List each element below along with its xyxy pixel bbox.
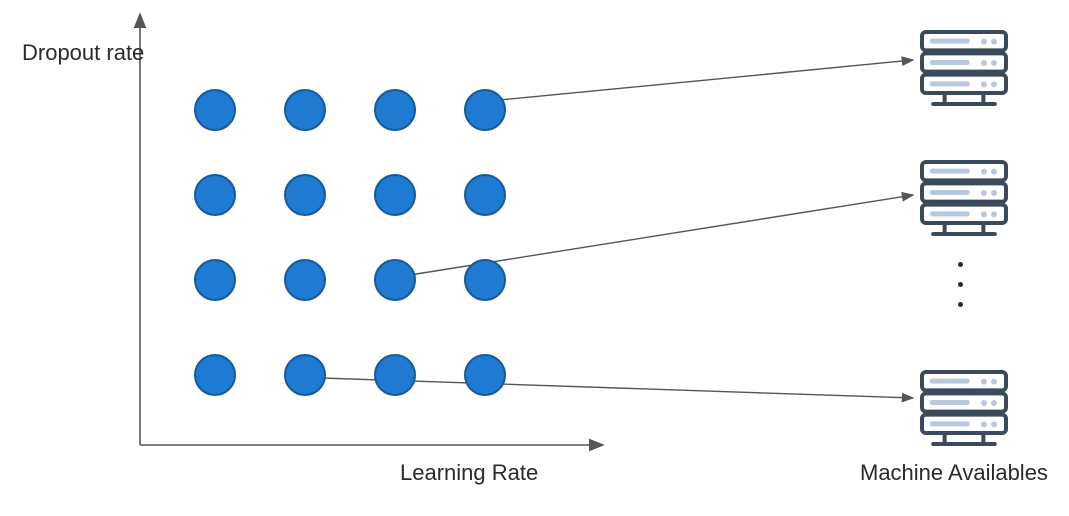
server-icon — [920, 160, 1008, 243]
diagram-canvas — [0, 0, 1069, 516]
x-axis-label: Learning Rate — [400, 460, 538, 486]
y-axis-label: Dropout rate — [22, 40, 144, 66]
grid-dot — [374, 174, 416, 216]
grid-dot — [194, 174, 236, 216]
grid-dot — [284, 354, 326, 396]
grid-dot — [374, 89, 416, 131]
grid-dot — [194, 354, 236, 396]
ellipsis-dot — [958, 262, 963, 267]
ellipsis-dot — [958, 302, 963, 307]
ellipsis-dot — [958, 282, 963, 287]
grid-dot — [284, 259, 326, 301]
server-icon — [920, 30, 1008, 113]
grid-dot — [374, 354, 416, 396]
grid-dot — [194, 89, 236, 131]
grid-dot — [464, 354, 506, 396]
grid-dot — [194, 259, 236, 301]
grid-dot — [464, 259, 506, 301]
grid-dot — [284, 89, 326, 131]
machines-label: Machine Availables — [860, 460, 1048, 486]
grid-dot — [284, 174, 326, 216]
server-icon — [920, 370, 1008, 453]
grid-dot — [464, 174, 506, 216]
grid-dot — [464, 89, 506, 131]
grid-dot — [374, 259, 416, 301]
